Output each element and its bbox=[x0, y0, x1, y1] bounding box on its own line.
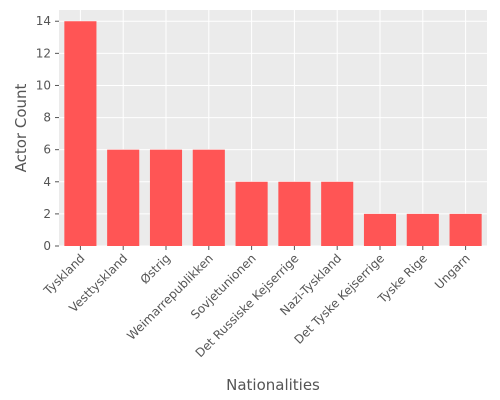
y-tick-label: 2 bbox=[43, 207, 51, 221]
bar-6 bbox=[321, 181, 354, 246]
bar-0 bbox=[64, 21, 97, 246]
y-tick-label: 14 bbox=[36, 14, 51, 28]
bar-8 bbox=[406, 213, 439, 246]
bar-5 bbox=[278, 181, 311, 246]
x-tick-label: Ungarn bbox=[432, 251, 473, 292]
y-axis-title: Actor Count bbox=[12, 83, 30, 172]
bar-2 bbox=[149, 149, 183, 246]
bar-4 bbox=[235, 181, 268, 246]
y-tick-label: 10 bbox=[36, 78, 51, 92]
y-tick-label: 8 bbox=[43, 111, 51, 125]
x-tick-label: Østrig bbox=[138, 251, 174, 287]
bars bbox=[64, 21, 482, 246]
y-tick-label: 6 bbox=[43, 143, 51, 157]
bar-3 bbox=[192, 149, 225, 246]
bar-1 bbox=[107, 149, 140, 246]
bar-9 bbox=[449, 213, 482, 246]
y-tick-label: 4 bbox=[43, 175, 51, 189]
y-tick-label: 0 bbox=[43, 239, 51, 253]
x-axis-title: Nationalities bbox=[226, 376, 320, 394]
bar-7 bbox=[363, 213, 397, 246]
y-tick-label: 12 bbox=[36, 46, 51, 60]
y-axis-ticks: 0 2 4 6 8 10 12 14 bbox=[36, 14, 59, 253]
